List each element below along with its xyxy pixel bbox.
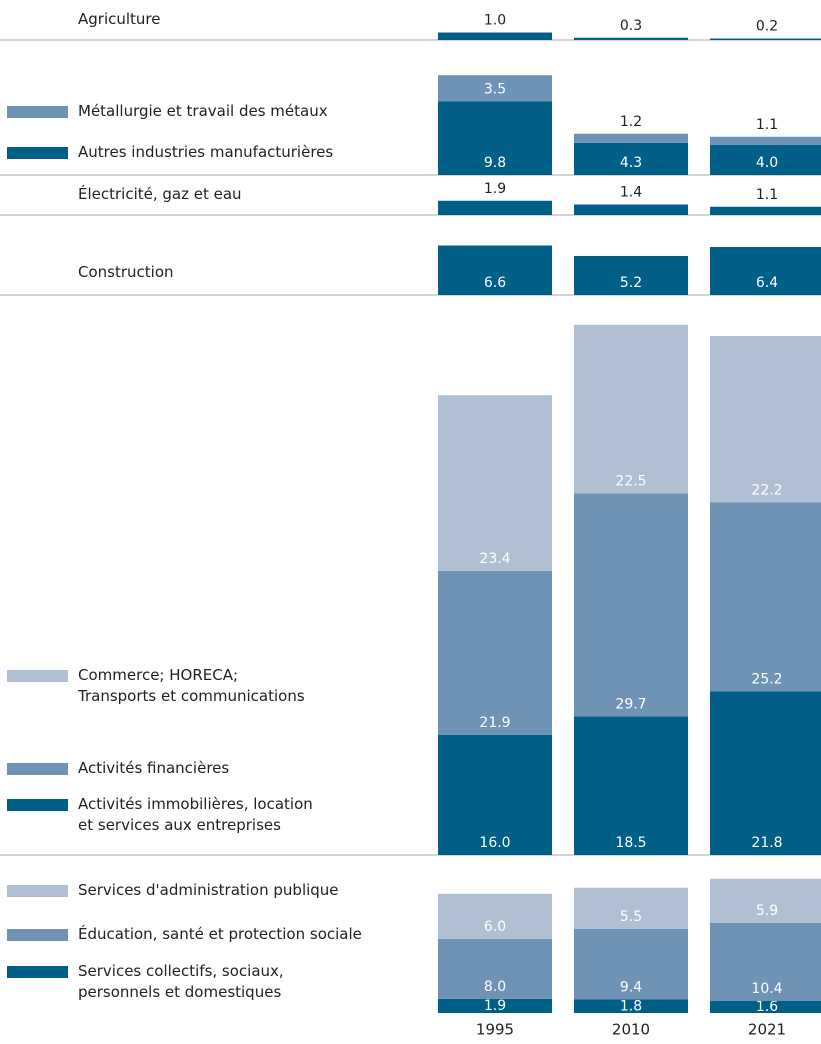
x-tick-label: 2010 xyxy=(612,1021,650,1039)
legend-label: Activités immobilières, location et serv… xyxy=(78,795,313,834)
bar-segment xyxy=(574,37,688,40)
legend-label: Commerce; HORECA; Transports et communic… xyxy=(78,666,305,705)
legend-swatch xyxy=(7,670,68,682)
bar-segment xyxy=(438,200,552,215)
value-label: 21.8 xyxy=(751,835,782,851)
value-label: 1.4 xyxy=(620,185,642,201)
value-label: 1.9 xyxy=(484,998,506,1014)
value-label: 22.5 xyxy=(615,474,646,490)
bar-segment xyxy=(574,493,688,717)
value-label: 5.9 xyxy=(756,903,778,919)
value-label: 9.8 xyxy=(484,155,506,171)
legend-swatch xyxy=(7,763,68,775)
bar-segment xyxy=(574,256,688,295)
bar-segment xyxy=(574,204,688,215)
legend-swatch xyxy=(7,147,68,159)
legend-label: Métallurgie et travail des métaux xyxy=(78,102,328,120)
legend-label: Éducation, santé et protection sociale xyxy=(78,925,362,943)
value-label: 1.2 xyxy=(620,114,642,130)
legend-label: Services d'administration publique xyxy=(78,881,339,899)
bar-segment xyxy=(710,502,821,692)
legend-swatch xyxy=(7,106,68,118)
value-label: 0.2 xyxy=(756,19,778,35)
value-label: 4.0 xyxy=(756,155,778,171)
panel-label: Construction xyxy=(78,263,174,281)
bar-segment xyxy=(574,716,688,855)
bar-segment xyxy=(438,75,552,102)
bar-segment xyxy=(574,324,688,494)
bar-segment xyxy=(438,32,552,40)
value-label: 1.8 xyxy=(620,998,642,1014)
bar-segment xyxy=(710,923,821,1001)
bar-segment xyxy=(710,1001,821,1013)
bar-segment xyxy=(710,336,821,503)
value-label: 1.0 xyxy=(484,13,506,29)
value-label: 10.4 xyxy=(751,981,782,997)
bar-segment xyxy=(438,245,552,295)
value-label: 29.7 xyxy=(615,696,646,712)
bar-segment xyxy=(574,999,688,1013)
panel-label: Agriculture xyxy=(78,10,161,28)
bar-segment xyxy=(710,247,821,295)
bar-segment xyxy=(710,38,821,40)
legend-swatch xyxy=(7,885,68,897)
value-label: 9.4 xyxy=(620,980,642,996)
value-label: 23.4 xyxy=(479,551,510,567)
bar-segment xyxy=(438,395,552,571)
value-label: 22.2 xyxy=(751,483,782,499)
bar-segment xyxy=(438,101,552,175)
panel-label: Électricité, gaz et eau xyxy=(78,185,242,203)
value-label: 25.2 xyxy=(751,672,782,688)
value-label: 0.3 xyxy=(620,18,642,34)
bar-segment xyxy=(710,145,821,175)
bar-segment xyxy=(710,878,821,923)
bar-segment xyxy=(574,887,688,929)
value-label: 6.4 xyxy=(756,275,778,291)
legend-label: Autres industries manufacturières xyxy=(78,143,334,161)
value-label: 6.6 xyxy=(484,275,506,291)
value-label: 1.9 xyxy=(484,181,506,197)
bar-segment xyxy=(438,938,552,999)
value-label: 16.0 xyxy=(479,835,510,851)
value-label: 1.6 xyxy=(756,999,778,1015)
bar-segment xyxy=(438,998,552,1013)
value-label: 21.9 xyxy=(479,715,510,731)
bar-segment xyxy=(574,929,688,1000)
legend-swatch xyxy=(7,966,68,978)
legend-label: Services collectifs, sociaux, personnels… xyxy=(78,962,284,1001)
bar-segment xyxy=(710,136,821,145)
value-label: 1.1 xyxy=(756,117,778,133)
value-label: 4.3 xyxy=(620,155,642,171)
value-label: 3.5 xyxy=(484,82,506,98)
bar-segment xyxy=(574,133,688,143)
value-label: 6.0 xyxy=(484,919,506,935)
value-label: 18.5 xyxy=(615,835,646,851)
value-label: 1.1 xyxy=(756,187,778,203)
bar-segment xyxy=(438,735,552,855)
value-label: 5.5 xyxy=(620,909,642,925)
bar-segment xyxy=(574,142,688,175)
bar-segment xyxy=(438,893,552,939)
legend-label: Activités financières xyxy=(78,759,230,777)
bar-segment xyxy=(438,570,552,735)
bar-segment xyxy=(710,206,821,215)
value-label: 8.0 xyxy=(484,979,506,995)
legend-swatch xyxy=(7,929,68,941)
legend-swatch xyxy=(7,799,68,811)
bar-segment xyxy=(710,691,821,855)
value-label: 5.2 xyxy=(620,275,642,291)
x-tick-label: 2021 xyxy=(748,1021,786,1039)
x-tick-label: 1995 xyxy=(476,1021,514,1039)
